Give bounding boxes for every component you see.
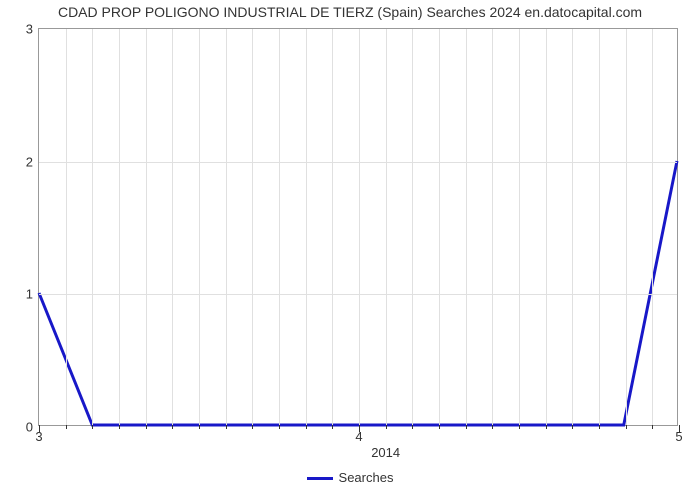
grid-line-v bbox=[172, 29, 173, 425]
grid-line-v bbox=[546, 29, 547, 425]
chart-title: CDAD PROP POLIGONO INDUSTRIAL DE TIERZ (… bbox=[0, 4, 700, 20]
grid-line-v bbox=[279, 29, 280, 425]
x-minor-tick bbox=[199, 425, 200, 429]
grid-line-v bbox=[492, 29, 493, 425]
x-minor-tick bbox=[332, 425, 333, 429]
grid-line-v bbox=[572, 29, 573, 425]
grid-line-v bbox=[92, 29, 93, 425]
grid-line-v bbox=[652, 29, 653, 425]
grid-line-v bbox=[519, 29, 520, 425]
grid-line-v bbox=[599, 29, 600, 425]
x-minor-tick bbox=[226, 425, 227, 429]
grid-line-v bbox=[466, 29, 467, 425]
x-minor-tick bbox=[439, 425, 440, 429]
series-line-searches bbox=[39, 161, 677, 425]
x-minor-tick bbox=[652, 425, 653, 429]
grid-line-v bbox=[226, 29, 227, 425]
plot-area: 01233452014 bbox=[38, 28, 678, 426]
x-minor-tick bbox=[599, 425, 600, 429]
grid-line-h bbox=[39, 294, 677, 295]
x-minor-tick bbox=[519, 425, 520, 429]
grid-line-v bbox=[66, 29, 67, 425]
legend: Searches bbox=[0, 470, 700, 485]
x-minor-tick bbox=[172, 425, 173, 429]
grid-line-v bbox=[439, 29, 440, 425]
x-tick-label: 3 bbox=[35, 425, 42, 444]
legend-swatch bbox=[307, 477, 333, 480]
x-minor-tick bbox=[306, 425, 307, 429]
x-minor-tick bbox=[66, 425, 67, 429]
x-tick-label: 5 bbox=[675, 425, 682, 444]
grid-line-v bbox=[252, 29, 253, 425]
x-minor-tick bbox=[279, 425, 280, 429]
grid-line-v bbox=[199, 29, 200, 425]
x-minor-tick bbox=[252, 425, 253, 429]
x-secondary-label: 2014 bbox=[371, 445, 400, 460]
x-minor-tick bbox=[92, 425, 93, 429]
grid-line-v bbox=[412, 29, 413, 425]
grid-line-v bbox=[146, 29, 147, 425]
x-minor-tick bbox=[572, 425, 573, 429]
x-minor-tick bbox=[386, 425, 387, 429]
x-minor-tick bbox=[492, 425, 493, 429]
grid-line-v bbox=[119, 29, 120, 425]
grid-line-v bbox=[386, 29, 387, 425]
legend-label: Searches bbox=[339, 470, 394, 485]
grid-line-v bbox=[359, 29, 360, 425]
x-minor-tick bbox=[546, 425, 547, 429]
grid-line-v bbox=[626, 29, 627, 425]
line-series-layer bbox=[39, 29, 677, 425]
grid-line-h bbox=[39, 162, 677, 163]
x-minor-tick bbox=[146, 425, 147, 429]
grid-line-v bbox=[332, 29, 333, 425]
y-tick-label: 3 bbox=[26, 22, 39, 37]
x-minor-tick bbox=[119, 425, 120, 429]
x-minor-tick bbox=[412, 425, 413, 429]
y-tick-label: 2 bbox=[26, 154, 39, 169]
x-minor-tick bbox=[626, 425, 627, 429]
x-tick-label: 4 bbox=[355, 425, 362, 444]
x-minor-tick bbox=[466, 425, 467, 429]
grid-line-v bbox=[306, 29, 307, 425]
chart-container: CDAD PROP POLIGONO INDUSTRIAL DE TIERZ (… bbox=[0, 0, 700, 500]
y-tick-label: 1 bbox=[26, 287, 39, 302]
